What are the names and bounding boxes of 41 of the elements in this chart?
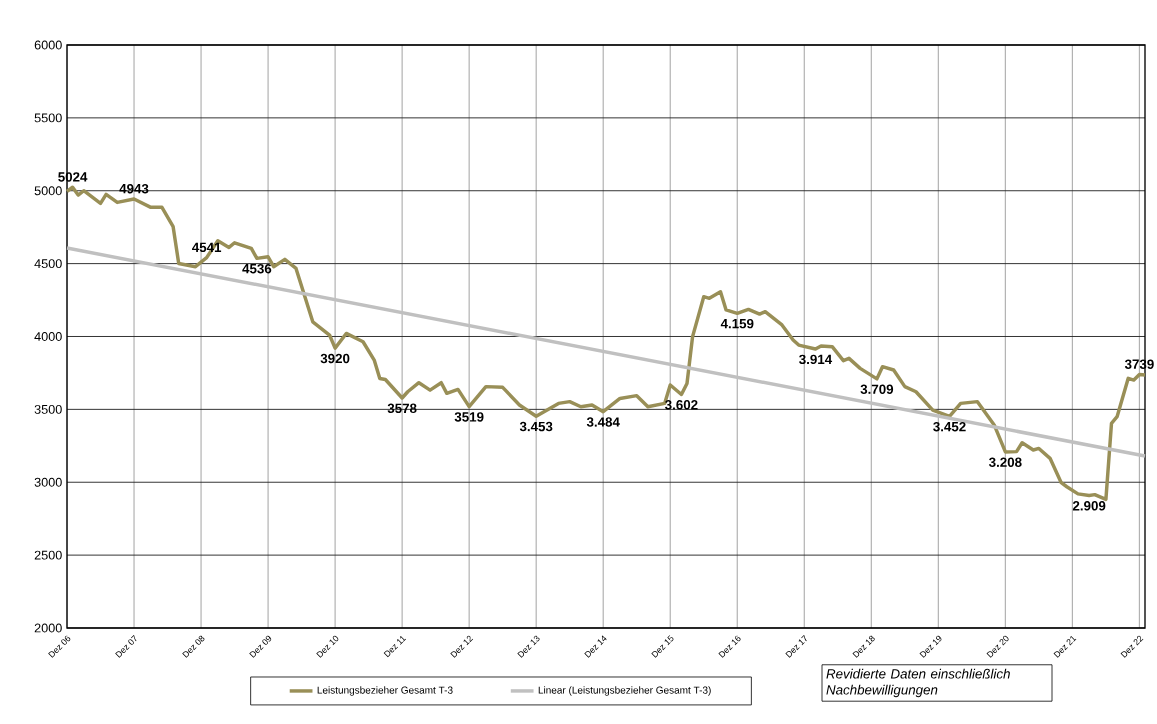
y-tick-label: 5000 [34,186,62,196]
annotation: 3519 [454,412,484,422]
x-tick-label: Dez 15 [651,635,674,658]
annotation: 3.452 [933,421,966,432]
annotation: 3.208 [989,457,1022,467]
x-tick-label: Dez 11 [383,635,407,658]
x-tick-label: Dez 08 [182,635,205,658]
x-tick-label: Dez 12 [450,635,474,658]
x-tick-label: Dez 14 [584,635,607,658]
y-tick-label: 2500 [34,550,62,560]
x-tick-label: Dez 13 [517,635,540,658]
annotation: 3.453 [519,421,553,432]
annotation: 4536 [242,263,272,274]
x-tick-label: Dez 18 [852,635,875,658]
x-tick-label: Dez 09 [249,635,272,658]
y-tick-label: 3500 [34,404,62,414]
y-tick-label: 6000 [34,40,62,50]
x-tick-label: Dez 10 [316,635,339,658]
x-tick-label: Dez 20 [986,635,1009,658]
legend-label: Leistungsbezieher Gesamt T-3 [317,686,453,696]
annotation: 3920 [320,353,350,364]
y-tick-label: 4500 [34,259,62,269]
legend-label: Linear (Leistungsbezieher Gesamt T-3) [538,686,711,696]
annotation: 3.602 [665,400,698,410]
x-tick-label: Dez 19 [919,635,942,658]
x-tick-label: Dez 06 [48,635,71,658]
x-tick-label: Dez 16 [718,635,741,658]
annotation: 3.709 [860,384,894,394]
x-tick-label: Dez 22 [1120,635,1144,658]
annotation: 3.914 [799,354,833,365]
annotation: 2.909 [1072,501,1106,511]
x-tick-label: Dez 21 [1053,636,1077,658]
x-tick-label: Dez 07 [115,635,137,658]
y-tick-label: 3000 [34,477,62,487]
text: Revidierte Daten einschließlich Nachbewilligungen [826,668,1010,698]
y-tick-label: 5500 [34,113,62,123]
y-tick-label: 4000 [34,332,62,341]
annotation: 3.484 [586,417,620,427]
x-tick-label: Dez 17 [785,634,807,658]
annotation: 4.159 [720,318,754,329]
y-tick-label: 2000 [34,623,62,633]
